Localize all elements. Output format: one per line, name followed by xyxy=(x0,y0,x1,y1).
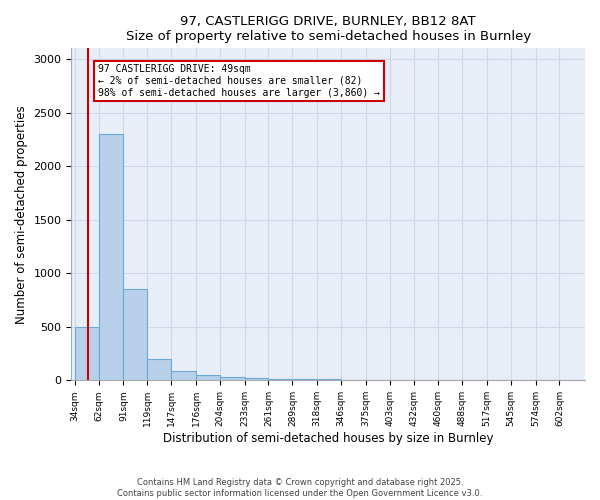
Bar xyxy=(99,134,124,380)
Bar xyxy=(148,359,171,380)
Bar xyxy=(268,378,292,380)
Y-axis label: Number of semi-detached properties: Number of semi-detached properties xyxy=(15,105,28,324)
Title: 97, CASTLERIGG DRIVE, BURNLEY, BB12 8AT
Size of property relative to semi-detach: 97, CASTLERIGG DRIVE, BURNLEY, BB12 8AT … xyxy=(125,15,531,43)
Bar xyxy=(220,377,245,380)
Text: 97 CASTLERIGG DRIVE: 49sqm
← 2% of semi-detached houses are smaller (82)
98% of : 97 CASTLERIGG DRIVE: 49sqm ← 2% of semi-… xyxy=(98,64,380,98)
Bar xyxy=(75,327,99,380)
Bar xyxy=(124,290,148,380)
Bar xyxy=(245,378,268,380)
Text: Contains HM Land Registry data © Crown copyright and database right 2025.
Contai: Contains HM Land Registry data © Crown c… xyxy=(118,478,482,498)
X-axis label: Distribution of semi-detached houses by size in Burnley: Distribution of semi-detached houses by … xyxy=(163,432,493,445)
Bar xyxy=(196,375,220,380)
Bar xyxy=(171,370,196,380)
